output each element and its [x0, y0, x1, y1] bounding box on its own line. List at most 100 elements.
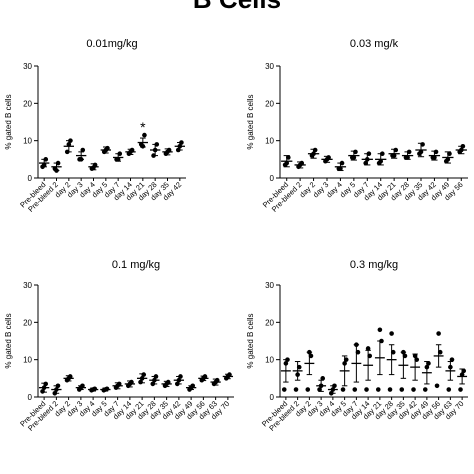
data-point	[380, 151, 385, 157]
data-point	[305, 387, 311, 392]
data-point	[151, 153, 156, 158]
chart-panel-2: 0.03 mg/k% gated B cells0102030Pre-bleed…	[246, 38, 468, 214]
data-point	[103, 147, 109, 153]
data-point	[445, 157, 451, 162]
data-point	[447, 151, 452, 157]
data-point	[353, 149, 358, 155]
data-point	[55, 383, 61, 389]
y-tick-label: 30	[265, 281, 274, 290]
data-point	[142, 132, 147, 138]
data-point	[103, 387, 108, 392]
data-point	[152, 147, 158, 153]
data-point	[355, 349, 361, 355]
y-tick-label: 10	[265, 137, 274, 146]
y-tick-label: 20	[265, 99, 274, 108]
data-point	[78, 385, 84, 390]
significance-annotation: *	[140, 119, 146, 135]
chart-panel-1: 0.01mg/kg% gated B cells0102030Pre-bleed…	[4, 38, 186, 214]
data-point	[448, 364, 453, 370]
data-point	[459, 372, 465, 377]
data-point	[139, 376, 145, 381]
panel-title: 0.1 mg/kg	[112, 259, 160, 271]
data-point	[352, 387, 358, 392]
data-point	[318, 383, 324, 389]
data-point	[68, 138, 73, 143]
data-point	[312, 147, 318, 153]
data-point	[286, 155, 291, 160]
figure-title: B Cells	[193, 0, 281, 14]
data-point	[90, 387, 96, 392]
data-point	[340, 387, 346, 392]
data-point	[366, 151, 372, 157]
data-point	[320, 376, 326, 381]
data-point	[324, 157, 330, 162]
data-point	[150, 381, 156, 387]
data-point	[426, 361, 431, 366]
panel-title: 0.3 mg/kg	[350, 259, 398, 271]
data-point	[64, 149, 70, 155]
data-point	[405, 155, 410, 160]
chart-panel-4: 0.3 mg/kg% gated B cells0102030Pre-bleed…	[246, 259, 468, 433]
y-tick-label: 30	[23, 281, 32, 290]
data-point	[174, 381, 180, 387]
data-point	[418, 149, 424, 155]
data-point	[393, 147, 399, 153]
y-tick-label: 0	[28, 393, 33, 402]
data-point	[339, 160, 345, 166]
data-point	[308, 353, 314, 359]
data-point	[387, 387, 393, 392]
data-point	[343, 357, 349, 362]
data-point	[177, 143, 183, 149]
data-point	[179, 140, 184, 145]
data-point	[422, 387, 428, 392]
data-point	[293, 387, 299, 392]
y-tick-label: 30	[265, 62, 274, 71]
panel-title: 0.01mg/kg	[86, 38, 137, 50]
data-point	[164, 381, 169, 387]
data-point	[446, 387, 452, 392]
data-point	[40, 389, 45, 394]
data-point	[401, 349, 406, 355]
data-point	[420, 142, 425, 147]
data-point	[375, 387, 381, 392]
data-point	[328, 390, 334, 396]
data-point	[424, 364, 430, 370]
panel-title: 0.03 mg/k	[350, 38, 399, 50]
data-point	[399, 387, 405, 392]
data-point	[213, 379, 218, 385]
data-point	[364, 387, 369, 392]
data-point	[458, 387, 463, 392]
data-point	[138, 379, 143, 385]
data-point	[54, 387, 59, 392]
y-tick-label: 0	[28, 174, 33, 183]
data-point	[412, 353, 418, 359]
y-axis-label: % gated B cells	[246, 313, 255, 368]
data-point	[433, 149, 439, 155]
data-point	[365, 346, 371, 351]
y-tick-label: 30	[23, 62, 32, 71]
data-point	[66, 142, 72, 147]
y-axis-label: % gated B cells	[4, 313, 13, 368]
data-point	[115, 157, 121, 162]
data-point	[317, 387, 322, 392]
data-point	[436, 331, 441, 336]
data-point	[406, 149, 412, 155]
data-point	[78, 157, 84, 162]
data-point	[117, 151, 123, 157]
data-point	[281, 387, 287, 392]
data-point	[411, 387, 416, 392]
chart-panels: 0.01mg/kg% gated B cells0102030Pre-bleed…	[4, 38, 468, 433]
data-point	[377, 327, 383, 333]
data-point	[175, 147, 181, 153]
y-tick-label: 20	[23, 318, 32, 327]
data-point	[437, 349, 443, 355]
data-point	[285, 357, 290, 362]
data-point	[296, 364, 302, 370]
data-point	[367, 353, 373, 359]
data-point	[342, 361, 347, 366]
data-point	[80, 147, 86, 153]
data-point	[432, 155, 437, 160]
data-point	[402, 353, 408, 359]
data-point	[52, 390, 58, 396]
